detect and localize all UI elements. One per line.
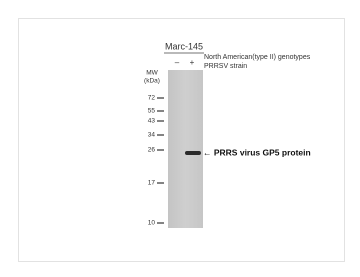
band [185, 151, 201, 155]
condition: North American(type II) genotypes [204, 54, 311, 61]
figure: Marc-145 – + North American(type II) gen… [0, 0, 360, 277]
page: {"header": {"cell_line": "Marc-145", "la… [0, 0, 360, 277]
marker-label: 34 [148, 132, 156, 139]
annotation: ← PRRS virus GP5 protein [203, 147, 311, 157]
lane-label: + [190, 58, 195, 67]
marker-label: 17 [148, 180, 156, 187]
marker-label: 72 [148, 95, 156, 102]
condition: PRRSV strain [204, 63, 247, 70]
mw-title: MW [146, 70, 158, 77]
marker-label: 55 [148, 108, 156, 115]
marker-label: 10 [148, 220, 156, 227]
gel [168, 70, 203, 228]
cell-line: Marc-145 [165, 41, 203, 51]
mw-unit: (kDa) [144, 78, 160, 85]
marker-label: 26 [148, 147, 156, 154]
marker-label: 43 [148, 118, 156, 125]
lane-label: – [175, 58, 180, 67]
